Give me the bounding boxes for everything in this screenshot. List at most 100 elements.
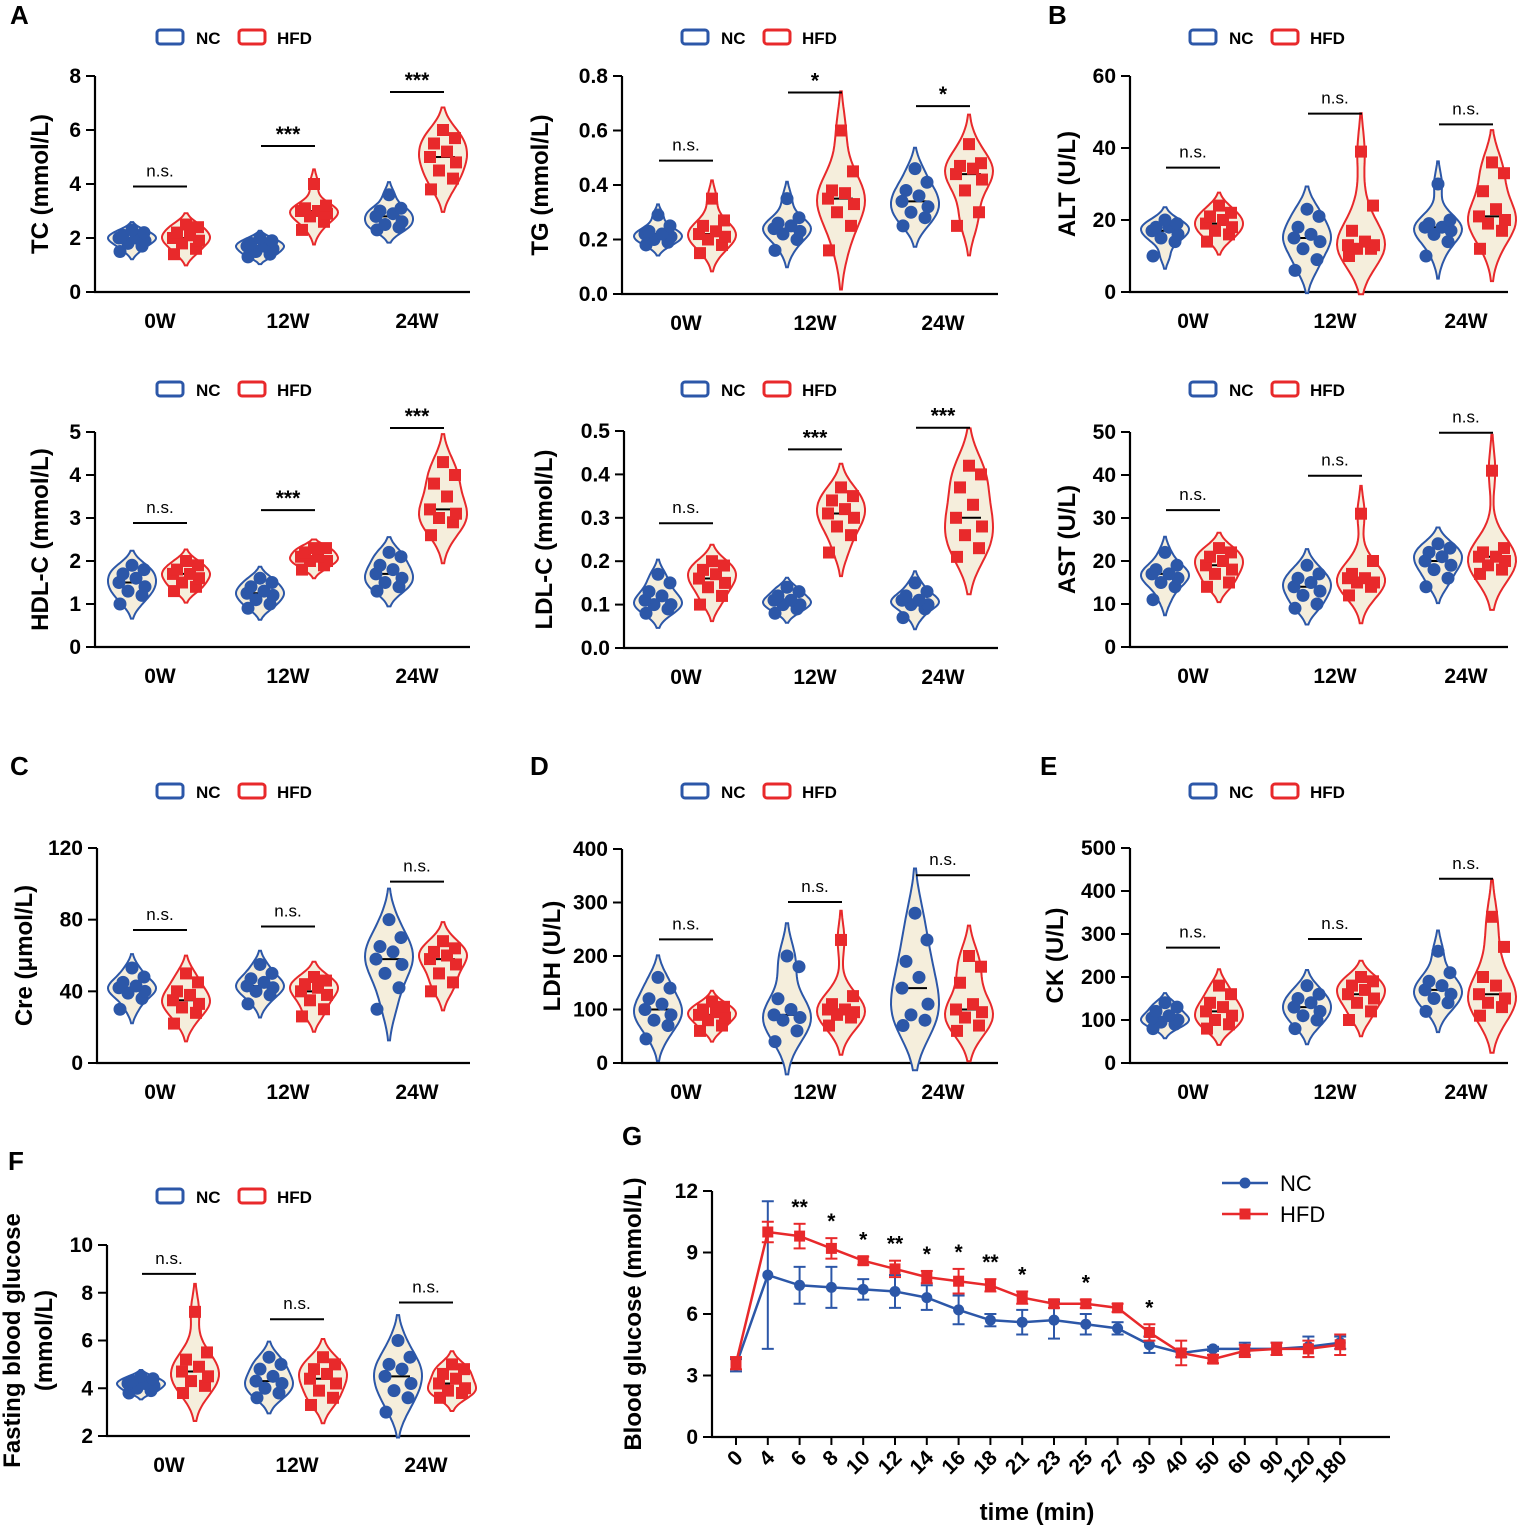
nc-12W-point — [767, 1008, 781, 1022]
nc-0W-point — [651, 208, 665, 222]
x-tick-label: 30 — [1128, 1446, 1161, 1479]
hfd-24W-point — [1486, 156, 1498, 169]
hfd-12W-point — [1359, 235, 1371, 248]
nc-24W-point — [1435, 979, 1449, 993]
x-axis-label: time (min) — [980, 1499, 1095, 1526]
series-point-nc — [857, 1283, 869, 1295]
nc-24W-point — [1444, 987, 1458, 1001]
significance-label: n.s. — [274, 901, 301, 920]
hfd-24W-violin — [943, 924, 995, 1063]
series-point-nc — [1143, 1339, 1155, 1351]
x-tick-label: 24W — [1444, 1081, 1487, 1104]
nc-0W-point — [113, 245, 127, 258]
significance-label: n.s. — [1321, 451, 1348, 470]
y-tick-label: 0.1 — [581, 594, 611, 617]
hfd-0W-point — [1204, 996, 1216, 1009]
nc-12W-point — [1300, 979, 1314, 993]
nc-0W-point — [1154, 231, 1168, 245]
y-axis-label: Cre (μmol/L) — [11, 885, 38, 1026]
hfd-0W-point — [184, 988, 196, 1001]
x-tick-label: 40 — [1160, 1446, 1193, 1479]
y-tick-label: 200 — [1081, 966, 1116, 989]
nc-0W-point — [1146, 249, 1160, 263]
nc-24W-point — [379, 1405, 393, 1419]
hfd-0W-point — [710, 225, 722, 238]
nc-24W-point — [899, 183, 913, 197]
x-tick-label: 4 — [755, 1446, 780, 1471]
y-axis-label: Blood glucose (mmol/L) — [620, 1177, 647, 1450]
significance-label: ** — [887, 1233, 904, 1256]
y-tick-label: 120 — [48, 837, 83, 860]
x-tick-label: 23 — [1033, 1446, 1066, 1479]
nc-12W-point — [784, 593, 798, 607]
nc-12W-point — [253, 957, 267, 971]
nc-12W-point — [768, 243, 782, 257]
significance-label: n.s. — [1179, 923, 1206, 942]
y-tick-label: 4 — [69, 464, 81, 487]
hfd-12W-point — [329, 1358, 341, 1371]
hfd-0W-point — [189, 1305, 201, 1318]
nc-12W-point — [1300, 202, 1314, 216]
y-tick-label: 0 — [686, 1426, 698, 1449]
legend-label-nc: NC — [1229, 29, 1254, 48]
hfd-24W-point — [963, 459, 975, 472]
legend-label-nc: NC — [1229, 783, 1254, 802]
nc-12W-point — [1288, 263, 1302, 277]
hfd-24W-point — [963, 950, 975, 962]
nc-12W-point — [792, 211, 806, 225]
nc-24W-point — [912, 593, 926, 607]
x-tick-label: 180 — [1311, 1446, 1352, 1487]
y-tick-label: 40 — [60, 980, 83, 1003]
legend-label-hfd: HFD — [277, 29, 312, 48]
y-tick-label: 20 — [1093, 550, 1116, 573]
nc-0W-point — [651, 567, 665, 581]
hfd-24W-violin — [1466, 433, 1518, 611]
hfd-24W-point — [1473, 210, 1485, 223]
nc-24W-point — [369, 952, 383, 966]
legend-swatch-nc — [680, 782, 710, 800]
hfd-24W-point — [433, 164, 445, 177]
nc-24W-point — [1443, 213, 1457, 227]
nc-24W-point — [394, 931, 408, 945]
hfd-24W-point — [428, 137, 440, 150]
y-tick-label: 0.2 — [581, 550, 610, 573]
nc-24W-point — [918, 211, 932, 225]
hfd-12W-point — [826, 998, 838, 1011]
nc-0W-point — [121, 584, 135, 598]
y-tick-label: 60 — [1093, 65, 1116, 88]
chart-alt: B NC HFD 0 20 40 60 ALT (U/L) 0W n.s. 12W n.s. 24W n.… — [1048, 0, 1518, 333]
y-tick-label: 300 — [1081, 923, 1116, 946]
significance-label: n.s. — [403, 857, 430, 876]
hfd-0W-point — [201, 1346, 213, 1359]
hfd-24W-point — [425, 985, 437, 998]
nc-12W-point — [265, 234, 279, 248]
series-point-hfd — [825, 1242, 837, 1254]
hfd-12W-point — [1355, 971, 1367, 983]
nc-12W-point — [253, 1362, 267, 1376]
nc-0W-point — [129, 979, 143, 993]
hfd-24W-point — [1498, 940, 1510, 953]
nc-0W-point — [125, 961, 139, 975]
hfd-0W-point — [1201, 580, 1213, 593]
significance-label: ** — [791, 1196, 808, 1219]
significance-label: n.s. — [801, 877, 828, 896]
nc-0W-point — [137, 226, 151, 240]
nc-0W-point — [1154, 576, 1168, 589]
nc-24W-point — [382, 1357, 396, 1371]
hfd-0W-point — [171, 985, 183, 998]
nc-12W-point — [1291, 220, 1305, 234]
hfd-12W-point — [835, 124, 847, 137]
nc-24W-point — [1422, 974, 1436, 988]
hfd-0W-point — [1223, 576, 1235, 589]
nc-12W-point — [1312, 209, 1326, 223]
series-point-hfd — [1207, 1353, 1219, 1365]
nc-0W-point — [116, 567, 130, 581]
nc-12W-point — [771, 216, 785, 230]
nc-0W-point — [1158, 213, 1172, 227]
significance-label: n.s. — [1179, 143, 1206, 162]
nc-24W-point — [395, 215, 409, 229]
significance-label: n.s. — [1452, 408, 1479, 427]
y-tick-label: 30 — [1093, 507, 1116, 530]
nc-24W-point — [920, 585, 934, 599]
legend-swatch-hfd — [237, 782, 267, 800]
